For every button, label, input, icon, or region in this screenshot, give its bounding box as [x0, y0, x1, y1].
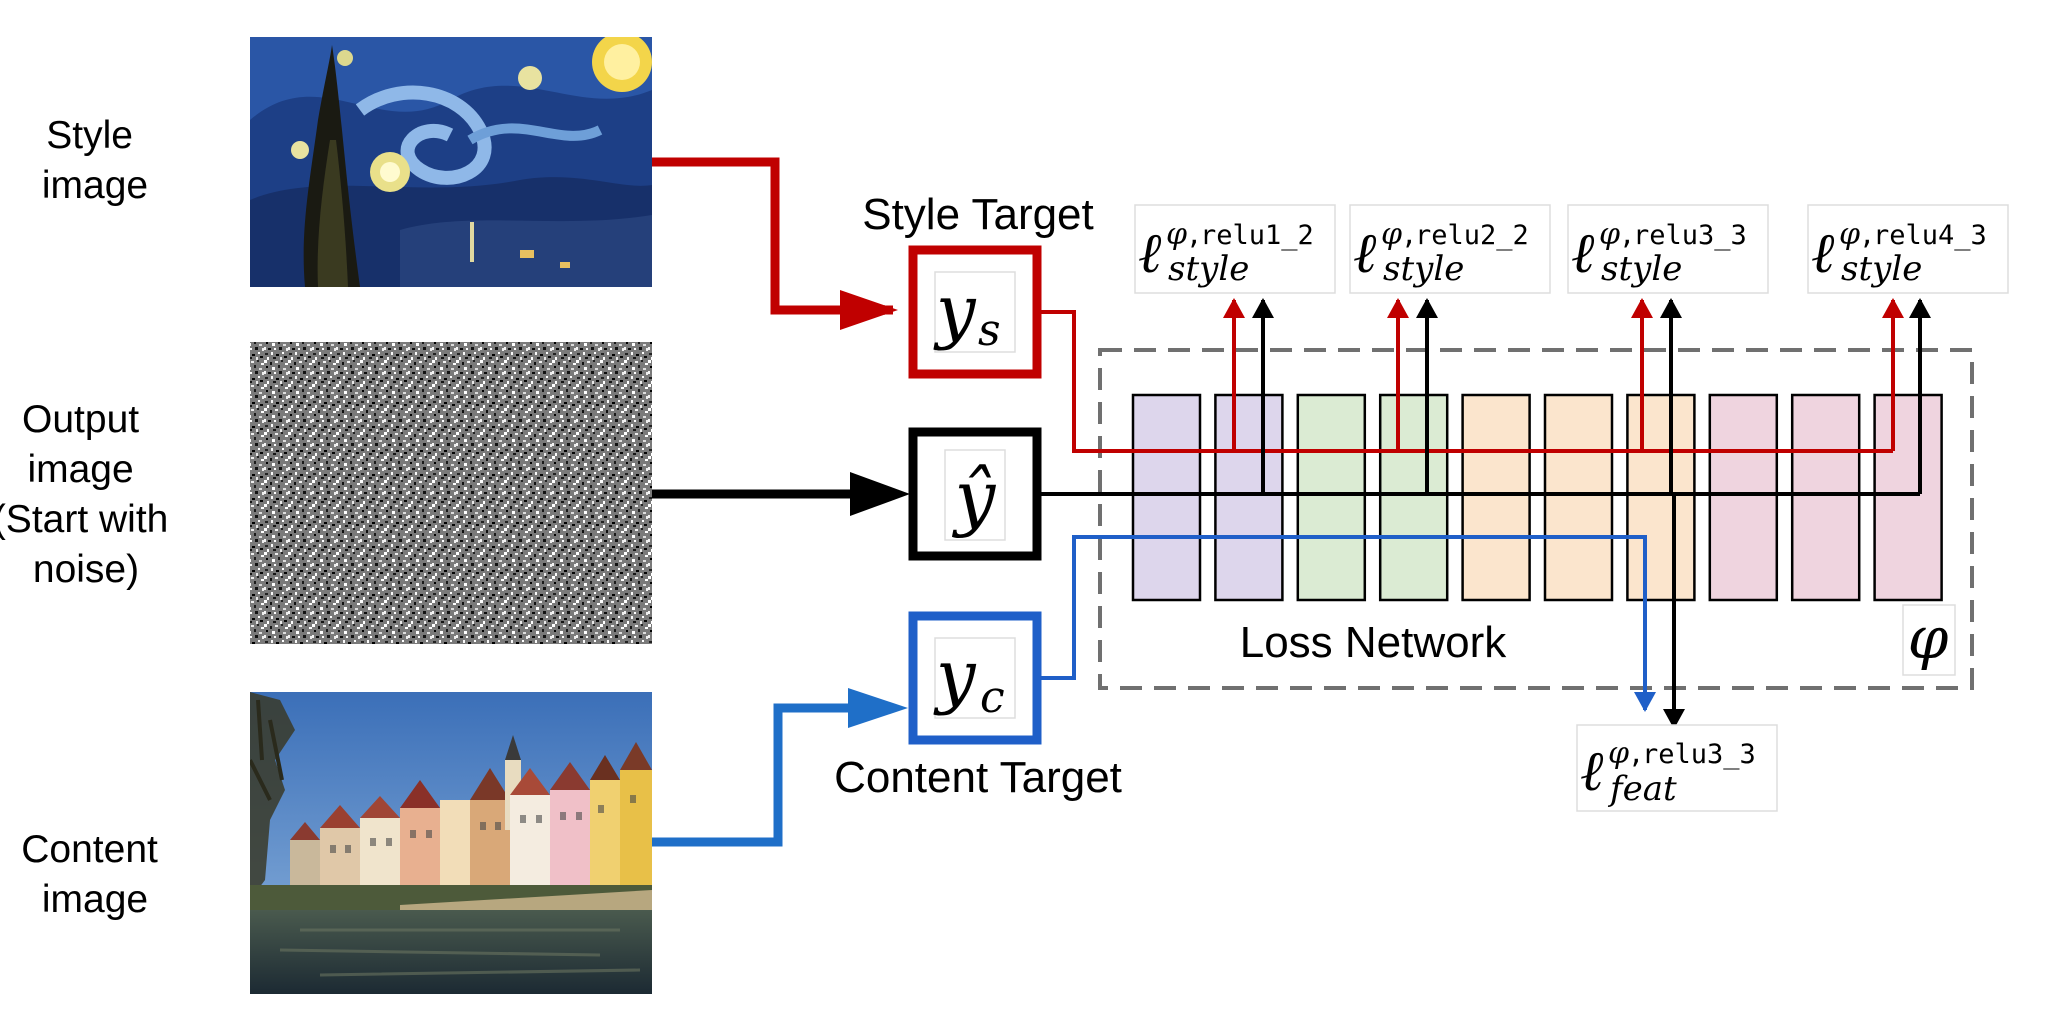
output-target-box	[908, 427, 1042, 561]
network-layer	[1543, 393, 1614, 602]
output-noise-image	[250, 342, 652, 644]
svg-text:ℓ: ℓ	[1138, 221, 1162, 286]
style-target-subscript: s	[978, 305, 1001, 356]
svg-text:style: style	[1841, 249, 1922, 289]
svg-text:,: ,	[1628, 739, 1644, 770]
svg-text:relu3_3: relu3_3	[1642, 739, 1756, 770]
svg-text:φ: φ	[1599, 217, 1620, 252]
network-layer	[1626, 393, 1696, 602]
content-image	[250, 692, 652, 994]
content-arrowhead	[848, 688, 908, 728]
content-image-label: Content image	[21, 828, 168, 921]
network-layer	[1131, 393, 1202, 602]
output-image-label: Output image (Start with noise)	[0, 398, 179, 591]
style-image-arrow	[652, 157, 894, 315]
svg-text:style: style	[1383, 249, 1464, 289]
network-layer	[1873, 393, 1943, 602]
content-signal-line	[1037, 535, 1656, 712]
network-layer	[1790, 393, 1861, 602]
svg-text:relu1_2: relu1_2	[1200, 220, 1314, 251]
network-layer	[1296, 393, 1367, 602]
loss-network-box	[1098, 348, 1974, 690]
svg-text:φ: φ	[1839, 217, 1860, 252]
network-layer	[1461, 393, 1531, 602]
network-layer	[1708, 393, 1779, 602]
svg-text:,: ,	[1401, 220, 1417, 251]
output-target-symbol: ŷ	[952, 455, 997, 539]
output-arrowhead	[850, 472, 910, 516]
network-layer	[1378, 393, 1449, 602]
style-image	[250, 37, 652, 287]
content-target-subscript: c	[980, 672, 1005, 723]
style-loss-taps	[1223, 298, 1931, 494]
svg-text:style: style	[1601, 249, 1682, 289]
content-target-symbol: y	[933, 635, 977, 717]
svg-text:ℓ: ℓ	[1580, 739, 1604, 804]
style-arrowhead	[840, 290, 898, 330]
loss-network-layers	[1131, 393, 1943, 602]
svg-text:ℓ: ℓ	[1811, 221, 1835, 286]
svg-text:relu2_2: relu2_2	[1415, 220, 1529, 251]
style-image-label: Style image	[42, 114, 148, 207]
svg-text:,: ,	[1859, 220, 1875, 251]
svg-text:relu3_3: relu3_3	[1633, 220, 1747, 251]
svg-text:,: ,	[1186, 220, 1202, 251]
svg-text:φ: φ	[1166, 217, 1187, 252]
svg-text:,: ,	[1619, 220, 1635, 251]
svg-text:style: style	[1168, 249, 1249, 289]
feature-loss-label: ℓ φ , relu3_3 feat	[1576, 724, 1778, 812]
svg-text:φ: φ	[1608, 736, 1629, 771]
style-target-caption: Style Target	[862, 190, 1094, 239]
content-target-caption: Content Target	[834, 753, 1122, 802]
svg-text:φ: φ	[1381, 217, 1402, 252]
loss-network-label: Loss Network	[1240, 618, 1508, 667]
svg-text:ℓ: ℓ	[1571, 221, 1595, 286]
phi-symbol: φ	[1908, 604, 1949, 672]
content-image-arrow	[652, 703, 860, 847]
svg-text:relu4_3: relu4_3	[1873, 220, 1987, 251]
content-target-box	[908, 611, 1042, 745]
svg-text:feat: feat	[1607, 769, 1677, 809]
style-target-symbol: y	[933, 270, 977, 352]
style-signal-line	[1037, 310, 1893, 453]
network-layer	[1214, 393, 1284, 602]
svg-text:ℓ: ℓ	[1353, 221, 1377, 286]
